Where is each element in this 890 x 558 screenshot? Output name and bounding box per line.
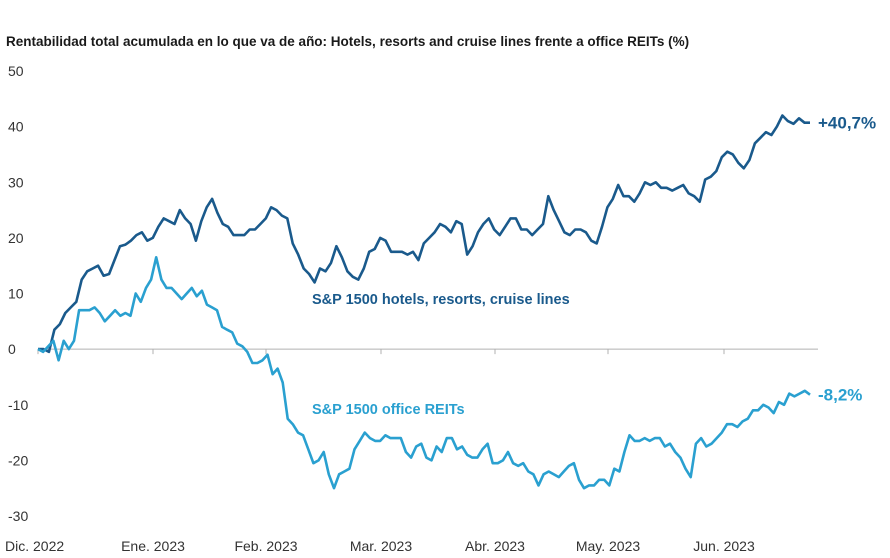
y-tick-label: -20 — [8, 452, 28, 468]
series-label-hotels: S&P 1500 hotels, resorts, cruise lines — [312, 292, 570, 308]
y-tick-label: 0 — [8, 341, 16, 357]
x-tick-label: Abr. 2023 — [465, 538, 525, 554]
x-tick-label: Mar. 2023 — [350, 538, 412, 554]
end-value-label-reits: -8,2% — [818, 386, 862, 405]
series-label-reits: S&P 1500 office REITs — [312, 402, 465, 418]
y-tick-label: -30 — [8, 508, 28, 524]
y-tick-label: 20 — [8, 230, 24, 246]
series-line-reits — [37, 256, 811, 490]
y-tick-label: 40 — [8, 119, 24, 135]
y-tick-label: 10 — [8, 286, 24, 302]
x-tick-label: Feb. 2023 — [234, 538, 297, 554]
x-tick-label: May. 2023 — [576, 538, 641, 554]
y-tick-label: 30 — [8, 174, 24, 190]
y-axis: 50 40 30 20 10 0 -10 -20 -30 — [8, 63, 28, 524]
end-value-label-hotels: +40,7% — [818, 114, 876, 133]
x-tick-label: Dic. 2022 — [5, 538, 64, 554]
x-tick-label: Ene. 2023 — [121, 538, 185, 554]
x-tick-label: Jun. 2023 — [693, 538, 755, 554]
chart-title: Rentabilidad total acumulada en lo que v… — [6, 34, 690, 49]
y-tick-label: -10 — [8, 397, 28, 413]
series-layer — [37, 114, 811, 490]
x-axis: Dic. 2022 Ene. 2023 Feb. 2023 Mar. 2023 Abr.… — [5, 349, 755, 554]
y-tick-label: 50 — [8, 63, 24, 79]
series-line-hotels — [38, 114, 810, 354]
